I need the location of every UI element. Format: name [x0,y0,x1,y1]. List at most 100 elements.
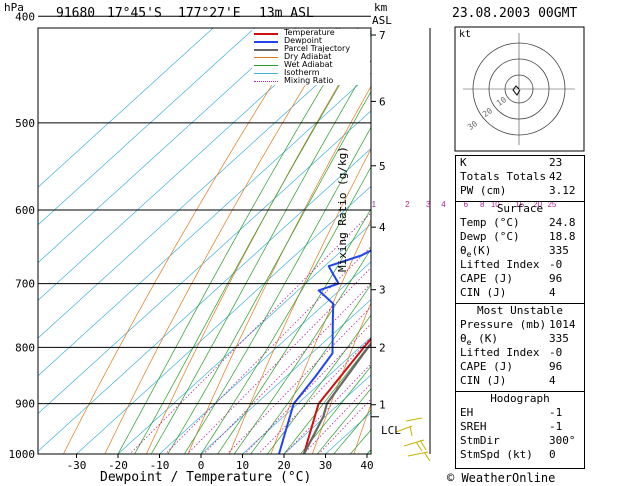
k-index-label: K [460,156,467,169]
legend-swatch [254,81,278,82]
mu-cin-label: CIN (J) [460,374,507,387]
legend-item: Dry Adiabat [252,53,370,61]
asl-unit: ASL [372,14,392,27]
legend-swatch [254,57,278,58]
x-tick-label: 10 [236,459,249,472]
stmspd-value: 0 [549,448,556,461]
km-tick-label: 7 [379,29,386,42]
dry-adiabat-line [270,219,371,454]
dry-adiabat-line [312,301,371,454]
mu-li-value: -0 [549,346,563,359]
dry-adiabat-line [599,0,629,477]
pressure-tick-label: 500 [15,117,35,130]
mixing-ratio-line [283,363,371,454]
mu-pressure-row: Pressure (mb) 1014 [456,318,584,332]
wet-adiabat-line [283,341,371,454]
sounding-series [278,249,371,454]
pressure-tick-label: 1000 [9,448,36,461]
km-tick-label: 1 [379,399,386,412]
station-elevation: 13m ASL [259,6,314,21]
sreh-row: SREH -1 [456,420,584,434]
mu-pressure-value: 1014 [549,318,576,331]
mixing-ratio-label: 6 [464,200,469,209]
x-tick-label: 0 [198,459,205,472]
series-dewpoint [278,249,371,454]
pressure-tick-label: 600 [15,204,35,217]
legend-swatch [254,49,278,51]
x-tick-label: 30 [319,459,332,472]
mu-cin-value: 4 [549,374,556,387]
legend-item: Wet Adiabat [252,61,370,69]
mixing-ratio-label: 10 [491,200,500,209]
dry-adiabat-line [353,402,371,454]
eh-label: EH [460,406,474,419]
stmspd-row: StmSpd (kt) 0 [456,448,584,462]
mu-li-row: Lifted Index -0 [456,346,584,360]
legend-label: Wet Adiabat [284,60,333,69]
x-tick-label: -30 [67,459,87,472]
wet-adiabat-line [300,365,371,454]
mixing-ratio-label: 3 [426,200,431,209]
hpa-unit: hPa [4,1,24,14]
surface-dewp-row: Dewp (°C) 18.8 [456,230,584,244]
x-tick-label: 40 [360,459,373,472]
mu-theta-row: θe (K) 335 [456,332,584,347]
x-tick-label: -20 [108,459,128,472]
weatheronline-brand: © WeatherOnline [447,471,556,485]
dry-adiabat-line [104,28,341,454]
km-tick-label: 3 [379,284,386,297]
surface-dewp-value: 18.8 [549,230,576,243]
dry-adiabat-line [187,85,371,454]
isotherm-line [38,148,371,452]
mixing-ratio-label: 4 [441,200,446,209]
legend-label: Isotherm [284,68,320,77]
mixing-ratio-label: 8 [480,200,485,209]
hodograph-unit: kt [459,29,472,40]
indices-panel: K 23 Totals Totals 42 PW (cm) 3.12 Surface … [455,155,585,469]
surface-li-row: Lifted Index -0 [456,258,584,272]
surface-cape-value: 96 [549,272,563,285]
mu-pressure-label: Pressure (mb) [460,318,547,331]
wet-adiabat-line [233,248,371,454]
isotherm-line [283,374,371,454]
legend-swatch [254,65,278,66]
series-parcel-trajectory [302,342,371,454]
pressure-tick-label: 800 [15,341,35,354]
k-index-value: 23 [549,156,563,169]
legend-item: Dewpoint [252,37,370,45]
mixing-ratio-line [129,212,371,454]
surface-dewp-label: Dewp (°C) [460,230,520,243]
mixing-ratio-label: 1 [372,200,377,209]
pressure-tick-label: 400 [15,10,35,23]
mu-cin-row: CIN (J) 4 [456,374,584,388]
eh-row: EH -1 [456,406,584,420]
km-unit: km [374,1,388,14]
pressure-tick-label: 900 [15,398,35,411]
totals-totals-row: Totals Totals 42 [456,170,584,184]
legend-label: Dry Adiabat [284,52,332,61]
mu-cape-label: CAPE (J) [460,360,513,373]
surface-cape-row: CAPE (J) 96 [456,272,584,286]
hodograph-params-title: Hodograph [456,391,584,406]
mixing-ratio-label: 15 [515,200,524,209]
sreh-value: -1 [549,420,563,433]
legend-item: Mixing Ratio [252,77,370,85]
surface-temp-label: Temp (°C) [460,216,520,229]
mixing-ratio-label: 2 [405,200,410,209]
legend-label: Temperature [284,28,335,37]
totals-totals-label: Totals Totals [460,170,547,183]
axes: 3004005006007008009001000-30-20-10010203… [9,10,431,472]
dry-adiabat-line [63,28,309,454]
pw-value: 3.12 [549,184,576,197]
k-index-row: K 23 [456,156,584,170]
legend-swatch [254,73,278,74]
mixing-ratio-labels: 1 2 3 4 6 8 10 15 20 25 [372,200,557,209]
surface-theta-sub: e [466,250,472,260]
mixing-ratio-line [226,306,371,454]
legend-label: Mixing Ratio [284,76,334,85]
wet-adiabat-line [250,283,371,454]
